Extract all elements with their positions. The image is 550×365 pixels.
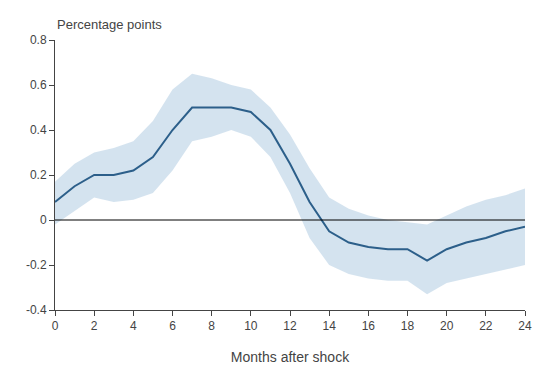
svg-text:6: 6 xyxy=(169,319,176,333)
svg-text:0.2: 0.2 xyxy=(30,168,47,182)
svg-text:18: 18 xyxy=(401,319,415,333)
svg-text:0: 0 xyxy=(40,213,47,227)
svg-text:0.8: 0.8 xyxy=(30,33,47,47)
svg-text:10: 10 xyxy=(244,319,258,333)
svg-text:Months after shock: Months after shock xyxy=(231,349,350,365)
svg-text:0.4: 0.4 xyxy=(30,123,47,137)
svg-text:0: 0 xyxy=(52,319,59,333)
svg-text:4: 4 xyxy=(130,319,137,333)
svg-text:20: 20 xyxy=(440,319,454,333)
svg-text:8: 8 xyxy=(208,319,215,333)
svg-text:0.6: 0.6 xyxy=(30,78,47,92)
svg-text:2: 2 xyxy=(91,319,98,333)
svg-text:22: 22 xyxy=(479,319,493,333)
svg-text:Percentage points: Percentage points xyxy=(57,17,162,32)
svg-text:-0.4: -0.4 xyxy=(26,303,47,317)
svg-text:-0.2: -0.2 xyxy=(26,258,47,272)
svg-text:14: 14 xyxy=(322,319,336,333)
svg-text:24: 24 xyxy=(518,319,532,333)
svg-text:12: 12 xyxy=(283,319,297,333)
svg-text:16: 16 xyxy=(362,319,376,333)
